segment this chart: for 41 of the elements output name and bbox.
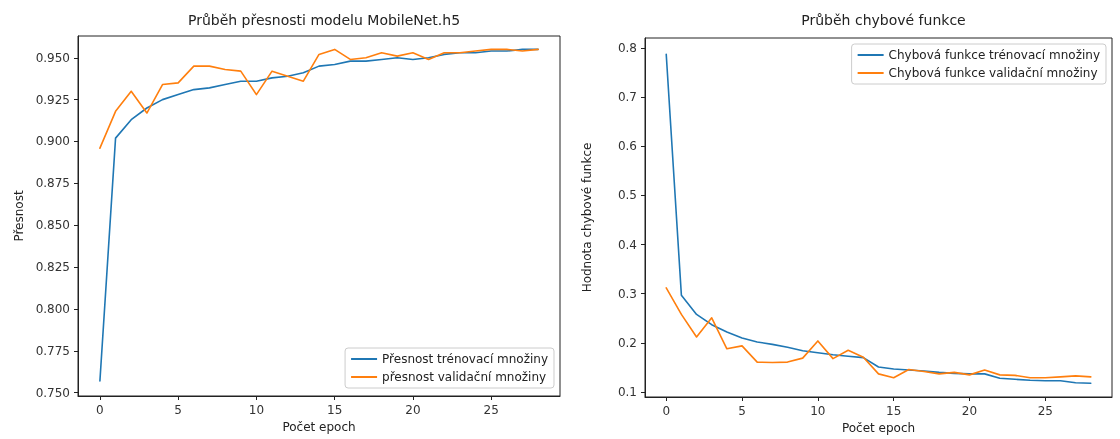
y-tick-label: 0.750 — [35, 385, 70, 400]
y-tick-label: 0.2 — [617, 335, 637, 350]
legend-label: přesnost validační množiny — [382, 370, 547, 384]
y-tick-label: 0.900 — [35, 134, 70, 149]
y-axis-title: Hodnota chybové funkce — [580, 142, 594, 293]
x-tick-label: 25 — [1037, 404, 1053, 418]
y-tick-label: 0.4 — [617, 237, 637, 252]
x-tick-label: 10 — [248, 403, 265, 417]
chart-title: Průběh chybové funkce — [801, 12, 966, 28]
legend-label: Chybová funkce trénovací množiny — [888, 48, 1101, 62]
line-series — [665, 287, 1092, 379]
x-axis-title: Počet epoch — [841, 420, 916, 435]
x-tick-label: 0 — [96, 403, 104, 417]
y-tick-label: 0.8 — [617, 40, 637, 55]
y-tick-label: 0.825 — [35, 260, 70, 275]
y-tick-label: 0.5 — [617, 188, 637, 203]
y-tick-label: 0.800 — [35, 301, 70, 316]
x-tick-label: 15 — [327, 403, 343, 417]
legend-label: Chybová funkce validační množiny — [888, 66, 1098, 80]
y-tick-label: 0.7 — [617, 90, 637, 105]
y-axis-title: Přesnost — [11, 190, 26, 242]
x-tick-label: 10 — [810, 404, 826, 418]
x-tick-label: 15 — [886, 404, 902, 418]
y-tick-label: 0.950 — [35, 50, 70, 65]
y-tick-label: 0.925 — [35, 92, 70, 107]
x-tick-label: 25 — [483, 403, 499, 417]
y-tick-label: 0.1 — [617, 385, 637, 400]
chart-title: Průběh přesnosti modelu MobileNet.h5 — [187, 12, 461, 28]
y-tick-label: 0.3 — [617, 286, 637, 301]
line-series — [99, 48, 539, 149]
x-tick-label: 20 — [405, 403, 421, 417]
x-tick-label: 0 — [662, 404, 671, 418]
x-axis-title: Počet epoch — [282, 419, 356, 434]
x-tick-label: 5 — [174, 403, 182, 417]
y-tick-label: 0.875 — [35, 176, 70, 191]
y-tick-label: 0.6 — [617, 139, 637, 154]
x-tick-label: 20 — [961, 404, 978, 418]
y-tick-label: 0.850 — [35, 218, 70, 233]
legend-label: Přesnost trénovací množiny — [382, 352, 549, 366]
x-tick-label: 5 — [738, 404, 746, 418]
y-tick-label: 0.775 — [35, 343, 70, 358]
